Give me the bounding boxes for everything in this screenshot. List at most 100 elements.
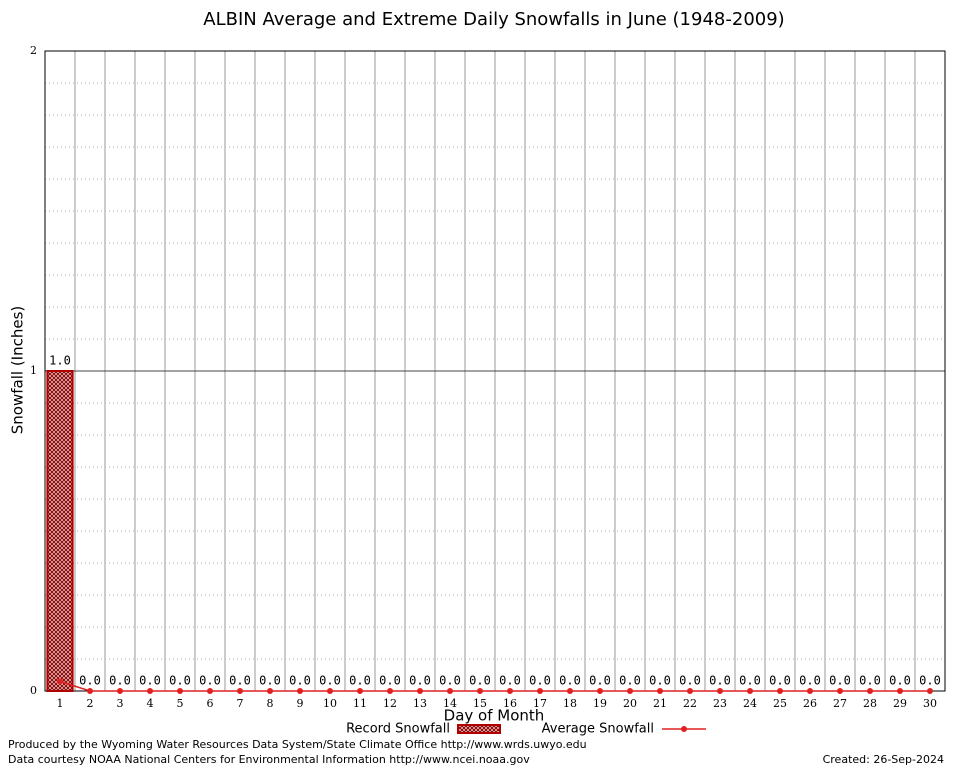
- value-label: 0.0: [109, 674, 131, 688]
- x-tick-label: 24: [743, 697, 757, 710]
- chart-title: ALBIN Average and Extreme Daily Snowfall…: [203, 9, 784, 30]
- x-tick-label: 7: [237, 697, 244, 710]
- average-marker: [147, 688, 153, 694]
- value-label: 0.0: [709, 674, 731, 688]
- x-tick-label: 30: [923, 697, 937, 710]
- average-marker: [807, 688, 813, 694]
- x-tick-label: 8: [267, 697, 274, 710]
- value-label: 0.0: [229, 674, 251, 688]
- x-tick-label: 20: [623, 697, 637, 710]
- value-label: 0.0: [469, 674, 491, 688]
- x-tick-label: 27: [833, 697, 847, 710]
- x-tick-label: 10: [323, 697, 337, 710]
- x-tick-label: 6: [207, 697, 214, 710]
- average-marker: [747, 688, 753, 694]
- value-label: 0.0: [169, 674, 191, 688]
- footer-text: Created: 26-Sep-2024: [823, 753, 944, 766]
- value-label: 0.0: [799, 674, 821, 688]
- x-tick-label: 4: [147, 697, 154, 710]
- average-marker: [657, 688, 663, 694]
- average-marker: [567, 688, 573, 694]
- value-label: 0.0: [259, 674, 281, 688]
- value-label: 0.0: [649, 674, 671, 688]
- y-tick-label: 0: [30, 684, 37, 697]
- value-label: 0.0: [679, 674, 701, 688]
- average-marker: [627, 688, 633, 694]
- average-marker: [177, 688, 183, 694]
- average-marker: [507, 688, 513, 694]
- value-label: 0.0: [199, 674, 221, 688]
- average-marker: [717, 688, 723, 694]
- y-axis-label: Snowfall (Inches): [9, 306, 27, 434]
- average-marker: [327, 688, 333, 694]
- x-tick-label: 2: [87, 697, 94, 710]
- average-marker: [897, 688, 903, 694]
- x-tick-label: 9: [297, 697, 304, 710]
- value-label: 0.0: [589, 674, 611, 688]
- average-marker: [477, 688, 483, 694]
- x-tick-label: 14: [443, 697, 457, 710]
- x-tick-label: 12: [383, 697, 397, 710]
- bar: [46, 370, 74, 692]
- x-axis-label: Day of Month: [444, 707, 545, 725]
- average-marker: [597, 688, 603, 694]
- value-label: 0.0: [349, 674, 371, 688]
- value-label: 0.0: [79, 674, 101, 688]
- value-label: 0.0: [319, 674, 341, 688]
- x-tick-label: 29: [893, 697, 907, 710]
- average-marker: [297, 688, 303, 694]
- value-label: 0.0: [439, 674, 461, 688]
- x-tick-label: 18: [563, 697, 577, 710]
- x-tick-label: 5: [177, 697, 184, 710]
- value-label: 0.0: [889, 674, 911, 688]
- value-label: 0.0: [619, 674, 641, 688]
- average-marker: [357, 688, 363, 694]
- footer-text: Data courtesy NOAA National Centers for …: [8, 753, 530, 766]
- average-marker: [387, 688, 393, 694]
- x-tick-label: 1: [57, 697, 64, 710]
- average-marker: [57, 678, 63, 685]
- value-label: 0.0: [529, 674, 551, 688]
- average-marker: [207, 688, 213, 694]
- average-line: [59, 680, 930, 692]
- average-marker: [87, 688, 93, 694]
- value-label: 1.0: [49, 354, 71, 368]
- value-label: 0.0: [409, 674, 431, 688]
- x-tick-label: 11: [353, 697, 367, 710]
- value-label: 0.0: [139, 674, 161, 688]
- legend-swatch: [457, 724, 501, 734]
- x-tick-label: 19: [593, 697, 607, 710]
- value-label: 0.0: [769, 674, 791, 688]
- average-marker: [687, 688, 693, 694]
- x-tick-label: 28: [863, 697, 877, 710]
- average-marker: [267, 688, 273, 694]
- x-tick-label: 23: [713, 697, 727, 710]
- x-tick-label: 13: [413, 697, 427, 710]
- y-tick-label: 1: [30, 364, 37, 377]
- average-marker: [777, 688, 783, 694]
- legend-label: Record Snowfall: [346, 722, 450, 737]
- value-label: 0.0: [859, 674, 881, 688]
- average-marker: [927, 688, 933, 694]
- average-marker: [837, 688, 843, 694]
- value-label: 0.0: [499, 674, 521, 688]
- legend-swatch: [681, 726, 687, 732]
- x-tick-label: 21: [653, 697, 667, 710]
- average-marker: [537, 688, 543, 694]
- average-marker: [447, 688, 453, 694]
- x-tick-label: 25: [773, 697, 787, 710]
- value-label: 0.0: [289, 674, 311, 688]
- average-marker: [417, 688, 423, 694]
- average-marker: [867, 688, 873, 694]
- average-marker: [117, 688, 123, 694]
- value-label: 0.0: [739, 674, 761, 688]
- y-tick-label: 2: [30, 44, 37, 57]
- value-label: 0.0: [829, 674, 851, 688]
- value-label: 0.0: [379, 674, 401, 688]
- value-label: 0.0: [919, 674, 941, 688]
- average-marker: [237, 688, 243, 694]
- legend-label: Average Snowfall: [542, 722, 654, 737]
- x-tick-label: 3: [117, 697, 124, 710]
- footer-text: Produced by the Wyoming Water Resources …: [8, 738, 587, 751]
